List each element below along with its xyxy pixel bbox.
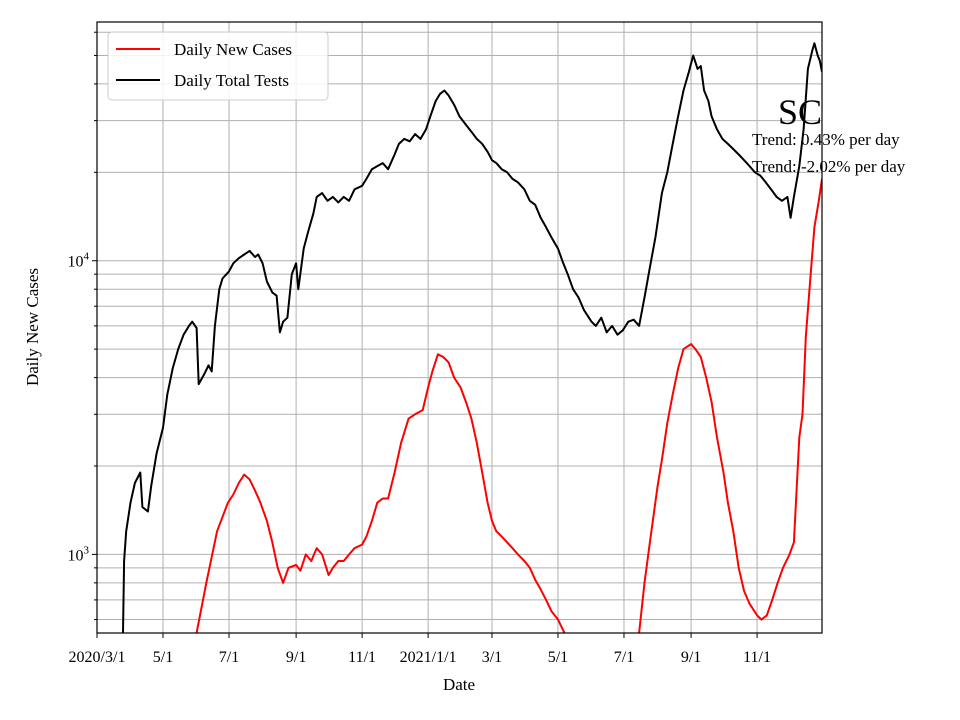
x-axis-ticks: 2020/3/1 5/1 7/1 9/1 11/1 2021/1/1 3/1 5/1 7/1 9/… bbox=[69, 633, 771, 666]
series-layer bbox=[122, 42, 822, 633]
x-tick-label: 9/1 bbox=[681, 649, 701, 666]
trend-annotation-2: Trend: -2.02% per day bbox=[752, 157, 906, 176]
x-axis-label: Date bbox=[443, 675, 475, 694]
grid bbox=[96, 22, 822, 633]
x-tick-label: 11/1 bbox=[348, 649, 376, 666]
legend-box bbox=[107, 31, 329, 101]
y-tick-label: 103 bbox=[68, 544, 90, 564]
trend-annotation-1: Trend: 0.43% per day bbox=[752, 130, 900, 149]
x-tick-label: 7/1 bbox=[614, 649, 634, 666]
x-tick-label: 5/1 bbox=[153, 649, 173, 666]
legend-label-tests: Daily Total Tests bbox=[174, 71, 289, 90]
x-tick-label: 11/1 bbox=[743, 649, 771, 666]
y-axis-ticks: 103 104 bbox=[68, 31, 97, 621]
chart-title: SC bbox=[778, 92, 822, 132]
x-tick-label: 2021/1/1 bbox=[400, 649, 457, 666]
daily-new-cases-line bbox=[638, 178, 822, 633]
plot-frame bbox=[96, 21, 823, 634]
x-tick-label: 7/1 bbox=[219, 649, 239, 666]
legend-label-cases: Daily New Cases bbox=[174, 40, 292, 59]
daily-total-tests-line bbox=[122, 42, 822, 633]
x-tick-label: 3/1 bbox=[482, 649, 502, 666]
x-tick-label: 5/1 bbox=[548, 649, 568, 666]
legend: Daily New Cases Daily Total Tests bbox=[107, 31, 329, 101]
y-tick-label: 104 bbox=[68, 251, 90, 271]
x-tick-label: 2020/3/1 bbox=[69, 649, 126, 666]
y-axis-label: Daily New Cases bbox=[23, 268, 42, 386]
x-tick-label: 9/1 bbox=[286, 649, 306, 666]
daily-new-cases-line bbox=[195, 353, 566, 633]
